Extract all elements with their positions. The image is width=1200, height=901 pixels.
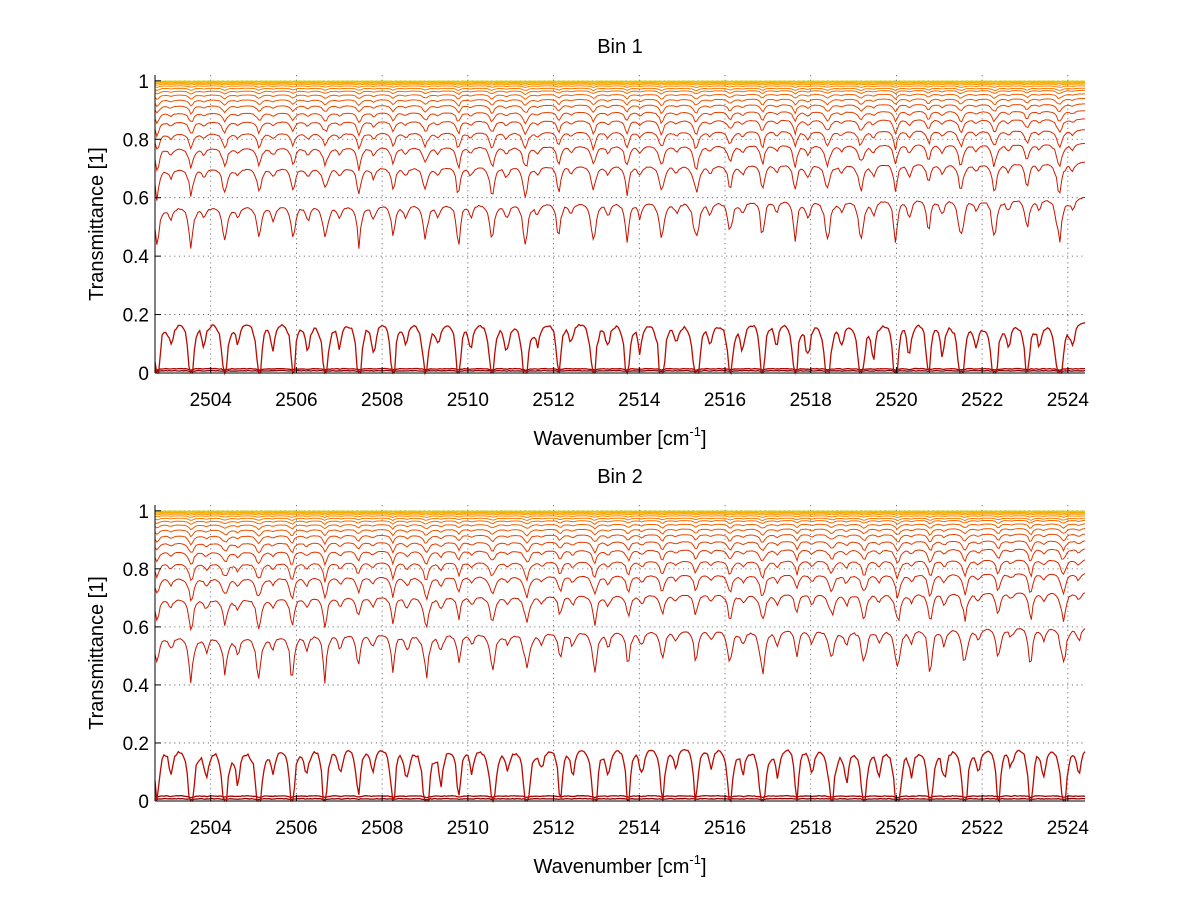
y-tick-label: 0.8 (123, 560, 149, 581)
y-tick-label: 0 (138, 364, 149, 385)
series-line-10 (154, 533, 1086, 546)
series-line-11 (154, 528, 1086, 538)
x-tick-label: 2516 (704, 818, 746, 839)
series-line-12 (154, 523, 1086, 531)
series-line-16 (154, 513, 1086, 516)
x-tick-label: 2504 (190, 390, 233, 411)
y-tick-label: 1 (138, 72, 149, 93)
x-tick-label: 2510 (447, 818, 489, 839)
x-tick-label: 2520 (875, 818, 917, 839)
x-tick-label: 2508 (361, 390, 403, 411)
series-line-15 (154, 85, 1086, 89)
series-line-6 (154, 142, 1086, 172)
x-tick-label: 2516 (704, 390, 746, 411)
x-tick-label: 2522 (961, 390, 1003, 411)
chart-panel-1: 2504 2506 2508 2510 2512 2514 2516 2518 2520 2522… (86, 36, 1089, 450)
chart-title: Bin 2 (597, 466, 643, 488)
x-axis-label: Wavenumber [cm-1] (533, 424, 706, 450)
series-line-5 (154, 161, 1086, 201)
series-line-8 (154, 548, 1086, 567)
series-line-4 (154, 196, 1086, 249)
series-line-9 (154, 110, 1086, 125)
plot-area (155, 75, 1085, 373)
chart-title: Bin 1 (597, 36, 643, 58)
x-tick-label: 2512 (532, 390, 574, 411)
x-tick-label: 2510 (447, 390, 489, 411)
series-line-14 (154, 517, 1086, 522)
x-tick-label: 2514 (618, 390, 661, 411)
series-line-14 (154, 87, 1086, 92)
y-tick-label: 0.2 (123, 734, 149, 755)
y-tick-label: 0.6 (123, 618, 149, 639)
series-line-9 (154, 540, 1086, 555)
y-tick-label: 0.4 (123, 676, 150, 697)
series-line-8 (154, 118, 1086, 139)
x-tick-label: 2524 (1047, 390, 1090, 411)
y-axis-label: Transmittance [1] (86, 147, 108, 301)
series-line-10 (154, 103, 1086, 115)
x-axis-label: Wavenumber [cm-1] (533, 852, 706, 878)
series-line-2 (154, 794, 1086, 799)
series-line-5 (154, 592, 1086, 632)
y-tick-label: 0.6 (123, 189, 149, 210)
series-line-3 (154, 321, 1086, 376)
x-tick-label: 2504 (190, 818, 233, 839)
x-tick-label: 2522 (961, 818, 1003, 839)
x-tick-label: 2512 (532, 818, 574, 839)
series-line-7 (154, 559, 1086, 583)
series-line-16 (154, 83, 1086, 86)
x-tick-label: 2506 (275, 390, 317, 411)
series-line-17 (154, 82, 1085, 85)
plot-area (155, 505, 1085, 801)
series-line-4 (154, 628, 1086, 684)
y-tick-label: 1 (138, 502, 149, 523)
series-line-1 (154, 797, 1086, 801)
y-axis-label: Transmittance [1] (86, 576, 108, 730)
x-tick-label: 2520 (875, 390, 917, 411)
chart-panel-2: 2504 2506 2508 2510 2512 2514 2516 2518 2520 2522… (86, 466, 1089, 878)
x-tick-label: 2506 (275, 818, 317, 839)
y-tick-label: 0.2 (123, 306, 149, 327)
series-line-11 (154, 98, 1086, 108)
series-line-15 (154, 515, 1086, 519)
y-tick-label: 0.8 (123, 130, 149, 151)
series-line-17 (154, 512, 1086, 515)
y-tick-label: 0.4 (123, 247, 150, 268)
series-line-13 (154, 519, 1086, 526)
series-line-13 (154, 89, 1085, 96)
series-line-7 (154, 129, 1086, 152)
series-line-12 (154, 93, 1086, 100)
x-tick-label: 2524 (1047, 818, 1090, 839)
x-tick-label: 2514 (618, 818, 661, 839)
y-tick-label: 0 (138, 792, 149, 813)
x-tick-label: 2518 (790, 818, 832, 839)
series-line-6 (154, 573, 1086, 602)
x-tick-label: 2518 (790, 390, 832, 411)
x-tick-label: 2508 (361, 818, 403, 839)
